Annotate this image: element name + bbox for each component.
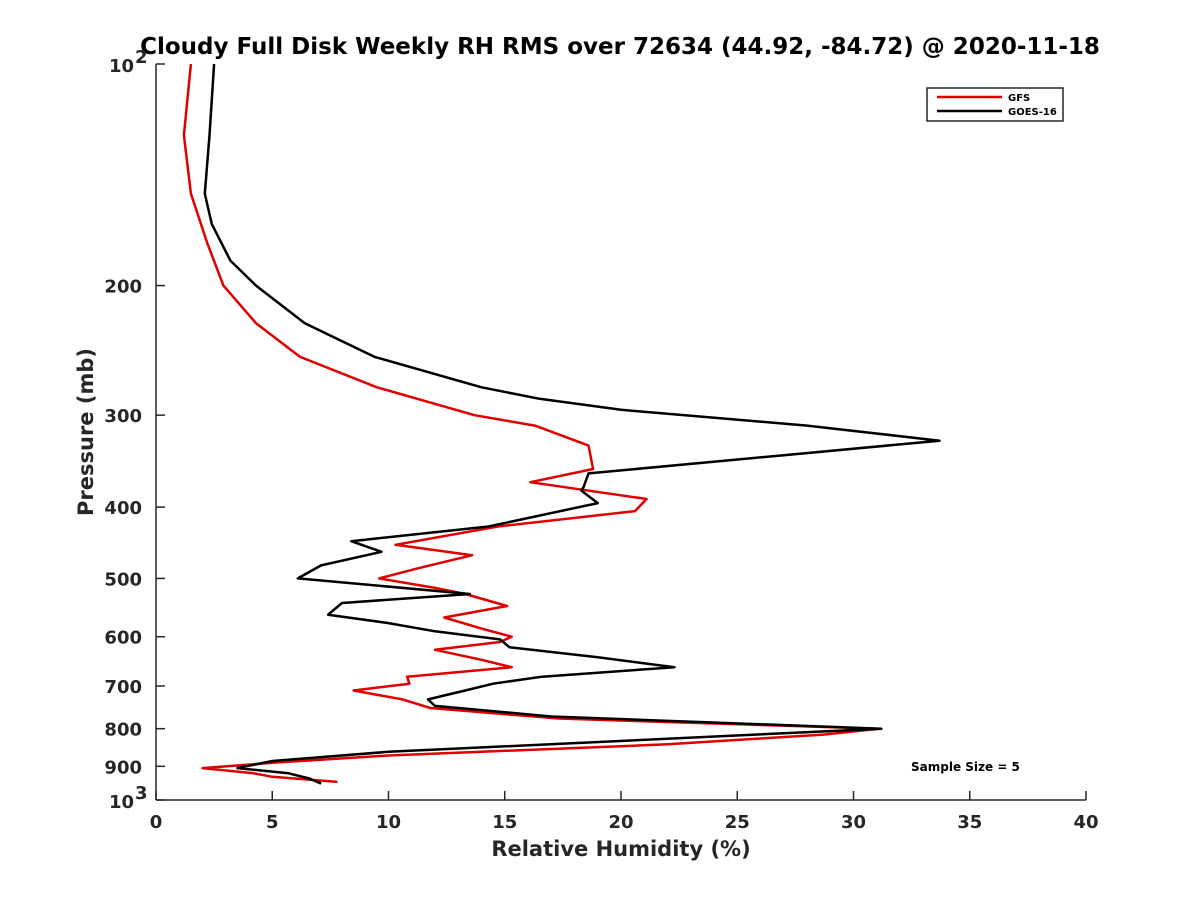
- y-tick-label-exponent: 3: [135, 783, 148, 804]
- y-tick-label: 10: [109, 56, 134, 77]
- x-tick-label: 5: [266, 812, 279, 833]
- chart-title: Cloudy Full Disk Weekly RH RMS over 7263…: [140, 34, 1100, 60]
- y-axis-label: Pressure (mb): [74, 348, 98, 516]
- series-layer: [182, 63, 941, 785]
- series-line-gfs: [182, 63, 881, 784]
- y-tick-label: 800: [104, 720, 142, 741]
- sample-size-annotation: Sample Size = 5: [911, 760, 1020, 774]
- y-tick-label: 300: [104, 406, 142, 427]
- y-tick-label: 700: [104, 677, 142, 698]
- legend-box: [926, 87, 1064, 122]
- x-tick-label: 40: [1073, 812, 1098, 833]
- y-tick-label: 200: [104, 277, 142, 298]
- y-tick-label: 600: [104, 628, 142, 649]
- x-tick-label: 30: [841, 812, 866, 833]
- legend-label-goes16: GOES-16: [1008, 107, 1057, 118]
- y-tick-label: 10: [109, 792, 134, 813]
- y-tick-label: 900: [104, 757, 142, 778]
- x-ticks: 0 5 10 15 20 25 30 35 40: [150, 791, 1099, 833]
- legend-label-gfs: GFS: [1008, 93, 1030, 104]
- x-tick-label: 10: [376, 812, 401, 833]
- y-tick-label-exponent: 2: [135, 47, 148, 68]
- x-tick-label: 0: [150, 812, 163, 833]
- y-tick-label: 400: [104, 498, 142, 519]
- series-line-goes16: [203, 63, 941, 785]
- legend: GFS GOES-16: [926, 87, 1064, 122]
- y-tick-label: 500: [104, 569, 142, 590]
- x-axis-label: Relative Humidity (%): [491, 837, 750, 861]
- x-tick-label: 35: [957, 812, 982, 833]
- x-tick-label: 20: [608, 812, 633, 833]
- x-tick-label: 25: [725, 812, 750, 833]
- x-tick-label: 15: [492, 812, 517, 833]
